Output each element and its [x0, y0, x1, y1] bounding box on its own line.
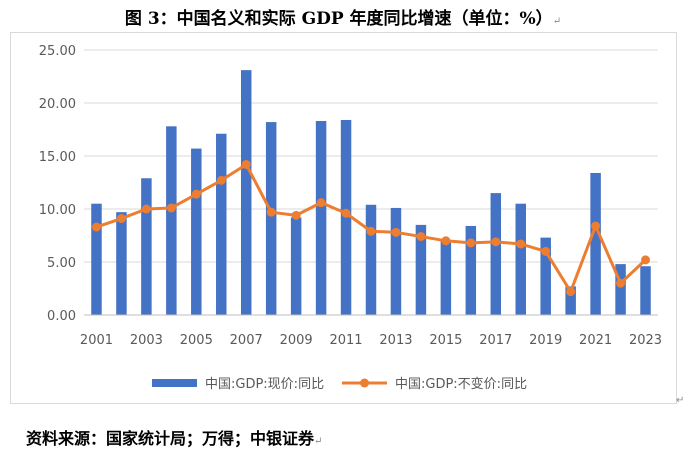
point-real-gdp: [566, 287, 576, 297]
x-tick-label: 2005: [180, 333, 213, 348]
bar-nominal-gdp: [116, 212, 127, 315]
y-tick-label: 15.00: [39, 150, 76, 165]
y-tick-label: 25.00: [39, 44, 76, 59]
paragraph-mark-icon: ↵: [676, 395, 685, 406]
bar-nominal-gdp: [290, 217, 302, 315]
bar-nominal-gdp: [590, 172, 601, 315]
point-real-gdp: [616, 278, 626, 288]
x-tick-label: 2015: [429, 333, 462, 348]
bar-nominal-gdp: [415, 224, 427, 315]
point-real-gdp: [466, 238, 476, 248]
bar-nominal-gdp: [465, 225, 477, 315]
point-real-gdp: [266, 207, 276, 217]
point-real-gdp: [541, 246, 551, 256]
point-real-gdp: [641, 255, 651, 265]
point-real-gdp: [141, 204, 151, 214]
bar-nominal-gdp: [640, 266, 651, 315]
y-tick-label: 20.00: [39, 97, 76, 112]
point-real-gdp: [291, 210, 301, 220]
legend-swatch-nominal: [152, 379, 197, 387]
point-real-gdp: [241, 159, 251, 169]
point-real-gdp: [341, 208, 351, 218]
x-tick-label: 2011: [329, 333, 362, 348]
bar-nominal-gdp: [440, 240, 452, 315]
bar-nominal-gdp: [166, 126, 177, 315]
x-tick-label: 2019: [529, 333, 562, 348]
bar-nominal-gdp: [240, 70, 252, 315]
point-real-gdp: [116, 214, 126, 224]
paragraph-mark-icon: ↵: [314, 436, 323, 447]
y-tick-label: 10.00: [39, 203, 76, 218]
point-real-gdp: [516, 239, 526, 249]
bar-nominal-gdp: [565, 286, 576, 315]
x-tick-label: 2009: [280, 333, 313, 348]
point-real-gdp: [91, 222, 101, 232]
legend-swatch-real-marker: [360, 378, 369, 388]
x-tick-label: 2023: [629, 333, 662, 348]
point-real-gdp: [441, 236, 451, 246]
x-tick-label: 2007: [230, 333, 263, 348]
x-tick-label: 2013: [379, 333, 412, 348]
legend-label-nominal: 中国:GDP:现价:同比: [205, 377, 324, 392]
bar-nominal-gdp: [315, 121, 327, 316]
x-tick-label: 2017: [479, 333, 512, 348]
bar-nominal-gdp: [615, 264, 626, 315]
x-tick-label: 2003: [130, 333, 163, 348]
point-real-gdp: [491, 237, 501, 247]
point-real-gdp: [391, 227, 401, 237]
source-note: 资料来源：国家统计局；万得；中银证券↵: [26, 429, 323, 448]
legend-label-real: 中国:GDP:不变价:同比: [395, 376, 527, 392]
chart-frame: 0.00 5.00 10.00 15.00 20.00 25.00 2001 2003 2005…: [10, 32, 677, 404]
figure-title: 图 3：中国名义和实际 GDP 年度同比增速（单位：%）↵: [124, 9, 562, 29]
point-real-gdp: [366, 226, 376, 236]
point-real-gdp: [216, 175, 226, 185]
y-tick-label: 0.00: [47, 309, 76, 324]
point-real-gdp: [591, 221, 601, 231]
bar-nominal-gdp: [141, 178, 152, 315]
point-real-gdp: [416, 232, 426, 242]
x-tick-label: 2001: [80, 333, 113, 348]
bar-nominal-gdp: [490, 193, 502, 315]
point-real-gdp: [316, 198, 326, 208]
gdp-growth-chart: 0.00 5.00 10.00 15.00 20.00 25.00 2001 2003 2005…: [39, 44, 662, 392]
x-tick-label: 2021: [579, 333, 612, 348]
bar-nominal-gdp: [265, 122, 277, 315]
point-real-gdp: [191, 189, 201, 199]
bar-nominal-gdp: [91, 203, 102, 315]
bar-nominal-gdp: [390, 207, 402, 315]
bar-nominal-gdp: [540, 237, 551, 315]
bar-nominal-gdp: [216, 133, 227, 315]
paragraph-mark-icon: ↵: [552, 16, 562, 27]
bar-nominal-gdp: [365, 204, 377, 315]
bar-nominal-gdp: [191, 148, 202, 315]
y-tick-label: 5.00: [47, 256, 76, 271]
point-real-gdp: [166, 203, 176, 213]
bar-nominal-gdp: [515, 203, 526, 315]
